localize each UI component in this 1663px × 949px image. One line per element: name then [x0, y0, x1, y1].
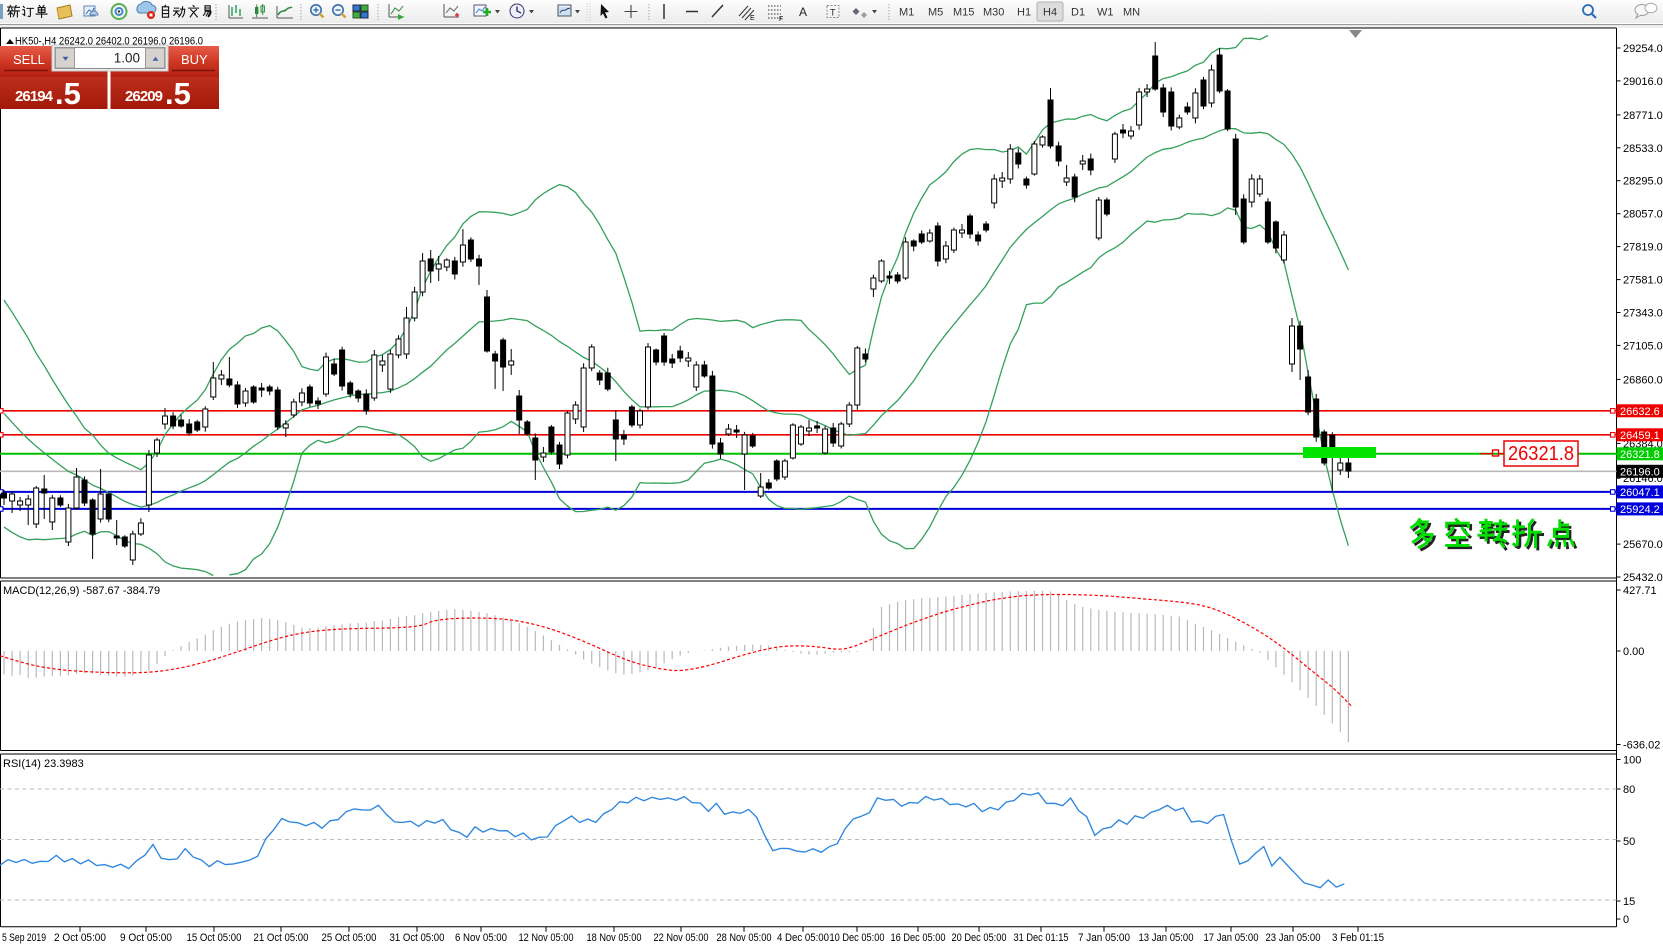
svg-text:28295.0: 28295.0	[1623, 176, 1663, 188]
svg-text:26459.1: 26459.1	[1620, 430, 1660, 442]
svg-text:20 Dec 05:00: 20 Dec 05:00	[952, 932, 1007, 944]
svg-text:27343.0: 27343.0	[1623, 308, 1663, 320]
svg-text:MACD(12,26,9) -587.67 -384.79: MACD(12,26,9) -587.67 -384.79	[3, 585, 160, 597]
svg-text:A: A	[799, 5, 807, 19]
svg-text:6 Nov 05:00: 6 Nov 05:00	[455, 932, 507, 944]
svg-text:SELL: SELL	[13, 52, 45, 67]
svg-text:22 Nov 05:00: 22 Nov 05:00	[654, 932, 709, 944]
svg-text:1.00: 1.00	[114, 51, 140, 66]
svg-text:26209: 26209	[125, 88, 163, 105]
svg-text:28057.0: 28057.0	[1623, 209, 1663, 221]
svg-text:29254.0: 29254.0	[1623, 43, 1663, 55]
svg-text:15 Oct 05:00: 15 Oct 05:00	[187, 932, 242, 944]
svg-text:27105.0: 27105.0	[1623, 340, 1663, 352]
svg-text:26860.0: 26860.0	[1623, 374, 1663, 386]
svg-text:0: 0	[1623, 914, 1629, 926]
svg-text:.5: .5	[165, 76, 191, 111]
svg-text:25924.2: 25924.2	[1620, 504, 1660, 516]
svg-text:RSI(14) 23.3983: RSI(14) 23.3983	[3, 758, 84, 770]
svg-text:25432.0: 25432.0	[1623, 572, 1663, 584]
svg-text:0.00: 0.00	[1623, 646, 1644, 658]
svg-text:26194: 26194	[15, 88, 54, 105]
svg-text:5 Sep 2019: 5 Sep 2019	[2, 932, 46, 944]
svg-text:25670.0: 25670.0	[1623, 539, 1663, 551]
svg-text:27581.0: 27581.0	[1623, 275, 1663, 287]
svg-text:9 Oct 05:00: 9 Oct 05:00	[120, 932, 172, 944]
svg-text:F: F	[779, 16, 783, 23]
svg-text:2 Oct 05:00: 2 Oct 05:00	[54, 932, 106, 944]
svg-text:BUY: BUY	[181, 52, 208, 67]
svg-text:M1: M1	[899, 7, 914, 19]
svg-text:18 Nov 05:00: 18 Nov 05:00	[587, 932, 642, 944]
svg-text:28 Nov 05:00: 28 Nov 05:00	[717, 932, 772, 944]
svg-text:31 Dec 01:15: 31 Dec 01:15	[1014, 932, 1069, 944]
svg-text:27819.0: 27819.0	[1623, 242, 1663, 254]
svg-text:100: 100	[1623, 755, 1641, 767]
svg-text:M5: M5	[928, 7, 943, 19]
svg-text:29016.0: 29016.0	[1623, 76, 1663, 88]
svg-text:-636.02: -636.02	[1623, 740, 1660, 752]
svg-text:21 Oct 05:00: 21 Oct 05:00	[254, 932, 309, 944]
svg-text:7 Jan 05:00: 7 Jan 05:00	[1078, 932, 1130, 944]
svg-text:H1: H1	[1017, 7, 1031, 19]
svg-text:16 Dec 05:00: 16 Dec 05:00	[891, 932, 946, 944]
svg-text:.5: .5	[55, 76, 81, 111]
svg-text:80: 80	[1623, 784, 1635, 796]
svg-text:50: 50	[1623, 836, 1635, 848]
svg-text:427.71: 427.71	[1623, 585, 1657, 597]
svg-text:MN: MN	[1123, 7, 1140, 19]
svg-text:D1: D1	[1071, 7, 1085, 19]
svg-text:13 Jan 05:00: 13 Jan 05:00	[1139, 932, 1194, 944]
svg-text:25 Oct 05:00: 25 Oct 05:00	[322, 932, 377, 944]
svg-text:26321.8: 26321.8	[1508, 442, 1574, 465]
svg-text:E: E	[750, 15, 755, 22]
svg-text:28771.0: 28771.0	[1623, 110, 1663, 122]
svg-text:23 Jan 05:00: 23 Jan 05:00	[1266, 932, 1321, 944]
svg-text:M15: M15	[953, 7, 974, 19]
svg-text:17 Jan 05:00: 17 Jan 05:00	[1204, 932, 1259, 944]
svg-text:26632.6: 26632.6	[1620, 406, 1660, 418]
svg-text:3 Feb 01:15: 3 Feb 01:15	[1332, 932, 1384, 944]
svg-text:15: 15	[1623, 896, 1635, 908]
svg-text:12 Nov 05:00: 12 Nov 05:00	[519, 932, 574, 944]
svg-text:M30: M30	[983, 7, 1004, 19]
svg-text:26321.8: 26321.8	[1620, 449, 1660, 461]
svg-text:H4: H4	[1043, 7, 1057, 19]
svg-text:31 Oct 05:00: 31 Oct 05:00	[390, 932, 445, 944]
svg-text:26047.1: 26047.1	[1620, 487, 1660, 499]
svg-text:10 Dec 05:00: 10 Dec 05:00	[830, 932, 885, 944]
svg-text:26196.0: 26196.0	[1620, 466, 1660, 478]
svg-text:4 Dec 05:00: 4 Dec 05:00	[777, 932, 829, 944]
svg-text:28533.0: 28533.0	[1623, 143, 1663, 155]
svg-text:T: T	[830, 8, 836, 18]
svg-text:W1: W1	[1097, 7, 1114, 19]
